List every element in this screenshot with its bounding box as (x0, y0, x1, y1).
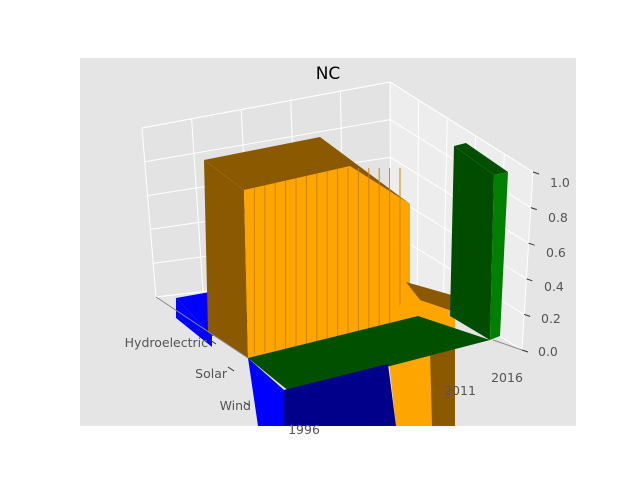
wind-tall-top (454, 143, 508, 175)
z-tick-label-0: 0.0 (538, 344, 558, 359)
category-tick-marks (209, 339, 251, 407)
wind-tall-front (490, 172, 508, 340)
tick-label-hydroelectric: Hydroelectric (125, 335, 208, 350)
z-tick-mark-0 (521, 349, 529, 353)
z-tick-mark-5 (532, 171, 540, 175)
bar-hydroelectric-front (248, 358, 396, 426)
grid-line-right-5 (389, 81, 534, 173)
solar-front-slices (253, 168, 401, 354)
tick-mark-wind (243, 401, 251, 407)
z-tick-label-4: 0.8 (548, 210, 568, 225)
z-tick-label-5: 1.0 (550, 175, 570, 190)
z-tick-mark-1 (524, 313, 531, 317)
grid-line-vertical-right-1 (416, 99, 420, 287)
solar-low-side (430, 340, 455, 426)
wind-slab-top (248, 316, 490, 392)
tick-label-2011: 2011 (444, 383, 476, 398)
z-tick-marks (521, 171, 540, 353)
hydro-front-side (248, 358, 284, 426)
z-tick-labels: 0.0 0.2 0.4 0.6 0.8 1.0 (538, 175, 570, 359)
hydro-front-face (284, 364, 396, 426)
z-tick-mark-3 (528, 242, 535, 246)
grid-line-vertical-back-1 (191, 118, 204, 292)
x-axis-line (492, 339, 523, 351)
chart-title: NC (316, 64, 341, 84)
bar-wind (248, 143, 508, 392)
wind-tall-side (450, 146, 494, 340)
solar-low-top (406, 282, 455, 312)
tick-label-2016: 2016 (491, 370, 523, 385)
bars (176, 137, 508, 426)
grid-line-back-5 (141, 81, 391, 129)
z-tick-mark-2 (526, 278, 533, 282)
tick-label-wind: Wind (220, 398, 251, 413)
grid-line-back-4 (144, 119, 391, 163)
z-tick-label-3: 0.6 (546, 245, 566, 260)
axis-lines (155, 296, 523, 359)
grid-line-vertical-right-2 (442, 117, 448, 303)
tick-label-solar: Solar (195, 366, 228, 381)
tick-label-1996: 1996 (288, 422, 320, 437)
y-axis-line (155, 296, 249, 359)
z-tick-label-1: 0.2 (541, 311, 561, 326)
solar-side (204, 160, 248, 358)
z-tick-mark-4 (530, 207, 537, 211)
tick-mark-hydroelectric (209, 339, 217, 345)
tick-mark-solar (227, 366, 235, 372)
z-tick-label-2: 0.4 (544, 279, 564, 294)
